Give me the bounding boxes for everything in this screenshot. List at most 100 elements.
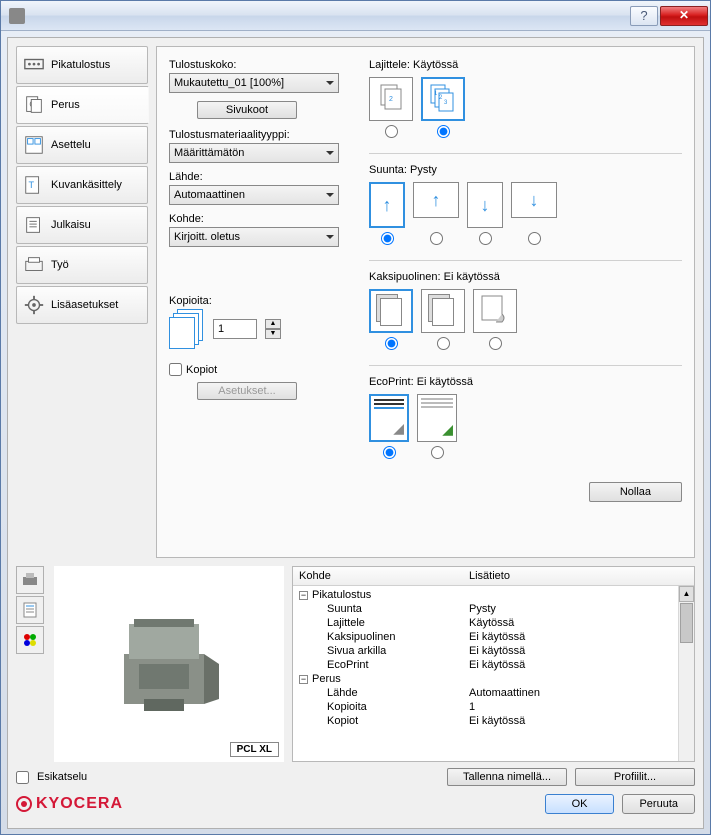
orientation-radios: [369, 232, 682, 248]
printer-icon: [9, 8, 25, 24]
orientation-landscape[interactable]: ↑: [413, 182, 459, 218]
collate-radios: [369, 125, 682, 141]
profiles-button[interactable]: Profiilit...: [575, 768, 695, 786]
settings-area: Tulostuskoko: Mukautettu_01 [100%] Sivuk…: [156, 46, 695, 558]
orientation-radio-2[interactable]: [430, 232, 443, 245]
info-header: Kohde Lisätieto: [293, 567, 694, 586]
destination-dropdown[interactable]: Kirjoitt. oletus: [169, 227, 339, 247]
duplex-off[interactable]: [369, 289, 413, 333]
tree-collapse-icon[interactable]: −: [299, 591, 308, 600]
collate-radio-on[interactable]: [437, 125, 450, 138]
duplex-short-edge[interactable]: [473, 289, 517, 333]
collate-radio-off[interactable]: [385, 125, 398, 138]
preview-tab-printer[interactable]: [16, 566, 44, 594]
mediatype-dropdown[interactable]: Määrittämätön: [169, 143, 339, 163]
info-group-row: −Pikatulostus: [293, 588, 678, 602]
tab-job[interactable]: Työ: [16, 246, 148, 284]
copies-spinner: ▲ ▼: [265, 319, 281, 339]
ecoprint-section-label: EcoPrint: Ei käytössä: [369, 376, 682, 388]
ecoprint-radio-on[interactable]: [431, 446, 444, 459]
action-row: Esikatselu Tallenna nimellä... Profiilit…: [16, 768, 695, 786]
ecoprint-options: ◢ ◢: [369, 394, 682, 442]
source-dropdown[interactable]: Automaattinen: [169, 185, 339, 205]
top-panel: Pikatulostus C Perus Asettelu T: [16, 46, 695, 558]
preview-tab-color[interactable]: [16, 626, 44, 654]
arrow-down-icon: ↓: [481, 195, 490, 216]
info-row: LähdeAutomaattinen: [293, 686, 678, 700]
duplex-radio-off[interactable]: [385, 337, 398, 350]
ecoprint-on[interactable]: ◢: [417, 394, 457, 442]
reset-row: Nollaa: [369, 482, 682, 502]
info-col-target: Kohde: [299, 570, 469, 582]
orientation-radio-3[interactable]: [479, 232, 492, 245]
tab-advanced[interactable]: Lisäasetukset: [16, 286, 148, 324]
copies-up-button[interactable]: ▲: [265, 319, 281, 329]
leaf-icon: ◢: [442, 421, 453, 438]
chevron-down-icon: [326, 235, 334, 239]
info-scrollbar[interactable]: ▲: [678, 586, 694, 761]
info-row: KopiotEi käytössä: [293, 714, 678, 728]
ok-button[interactable]: OK: [545, 794, 615, 814]
pagesizes-button[interactable]: Sivukoot: [197, 101, 297, 119]
help-button[interactable]: ?: [630, 6, 658, 26]
orientation-portrait-rotated[interactable]: ↓: [467, 182, 503, 228]
cancel-button[interactable]: Peruuta: [622, 794, 695, 814]
leaf-icon: ◢: [393, 420, 404, 437]
pcl-badge: PCL XL: [230, 742, 279, 757]
orientation-radio-1[interactable]: [381, 232, 394, 245]
orientation-section-label: Suunta: Pysty: [369, 164, 682, 176]
collate-option-off[interactable]: 2: [369, 77, 413, 121]
duplex-options: [369, 289, 682, 333]
preview-checkbox-label: Esikatselu: [37, 771, 87, 783]
svg-text:T: T: [29, 180, 35, 190]
printsize-dropdown[interactable]: Mukautettu_01 [100%]: [169, 73, 339, 93]
info-row: EcoPrintEi käytössä: [293, 658, 678, 672]
tab-label: Työ: [51, 259, 69, 271]
collate-checkbox[interactable]: [169, 363, 182, 376]
info-panel: Kohde Lisätieto −PikatulostusSuuntaPysty…: [292, 566, 695, 762]
info-row: Kopioita1: [293, 700, 678, 714]
tab-layout[interactable]: Asettelu: [16, 126, 148, 164]
close-button[interactable]: ✕: [660, 6, 708, 26]
orientation-options: ↑ ↑ ↓ ↓: [369, 182, 682, 228]
orientation-radio-4[interactable]: [528, 232, 541, 245]
collate-option-on[interactable]: 123: [421, 77, 465, 121]
duplex-radios: [369, 337, 682, 353]
info-row: LajitteleKäytössä: [293, 616, 678, 630]
duplex-radio-short[interactable]: [489, 337, 502, 350]
tab-basic[interactable]: C Perus: [16, 86, 149, 124]
orientation-portrait[interactable]: ↑: [369, 182, 405, 228]
reset-button[interactable]: Nollaa: [589, 482, 682, 502]
ecoprint-off[interactable]: ◢: [369, 394, 409, 442]
saveas-button[interactable]: Tallenna nimellä...: [447, 768, 567, 786]
copies-input[interactable]: [213, 319, 257, 339]
print-dialog-window: ? ✕ Pikatulostus C Perus: [0, 0, 711, 835]
ecoprint-radio-off[interactable]: [383, 446, 396, 459]
printsize-label: Tulostuskoko:: [169, 59, 349, 71]
collate-settings-button[interactable]: Asetukset...: [197, 382, 297, 400]
tab-label: Kuvankäsittely: [51, 179, 122, 191]
layout-icon: [23, 134, 45, 156]
quickprint-icon: [23, 54, 45, 76]
bottom-panel: PCL XL Kohde Lisätieto −PikatulostusSuun…: [16, 566, 695, 762]
orientation-landscape-rotated[interactable]: ↓: [511, 182, 557, 218]
tab-publish[interactable]: Julkaisu: [16, 206, 148, 244]
source-label: Lähde:: [169, 171, 349, 183]
chevron-down-icon: [326, 151, 334, 155]
tab-imaging[interactable]: T Kuvankäsittely: [16, 166, 148, 204]
info-row: KaksipuolinenEi käytössä: [293, 630, 678, 644]
duplex-section-label: Kaksipuolinen: Ei käytössä: [369, 271, 682, 283]
tab-quickprint[interactable]: Pikatulostus: [16, 46, 148, 84]
preview-checkbox[interactable]: [16, 771, 29, 784]
duplex-radio-long[interactable]: [437, 337, 450, 350]
tree-collapse-icon[interactable]: −: [299, 675, 308, 684]
collate-checkbox-label: Kopiot: [186, 364, 217, 376]
mediatype-label: Tulostusmateriaalityyppi:: [169, 129, 349, 141]
info-row: Sivua arkillaEi käytössä: [293, 644, 678, 658]
printer-preview-image: [104, 604, 234, 724]
footer-buttons: OK Peruuta: [545, 794, 695, 814]
preview-tab-page[interactable]: [16, 596, 44, 624]
preview-area: PCL XL: [54, 566, 284, 762]
duplex-long-edge[interactable]: [421, 289, 465, 333]
copies-down-button[interactable]: ▼: [265, 329, 281, 339]
